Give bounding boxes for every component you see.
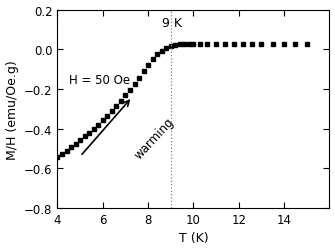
Y-axis label: M/H (emu/Oe.g): M/H (emu/Oe.g) (6, 60, 18, 159)
Text: warming: warming (132, 115, 177, 162)
X-axis label: T (K): T (K) (179, 232, 208, 244)
Text: H = 50 Oe: H = 50 Oe (69, 73, 130, 86)
Text: 9 K: 9 K (162, 17, 182, 30)
